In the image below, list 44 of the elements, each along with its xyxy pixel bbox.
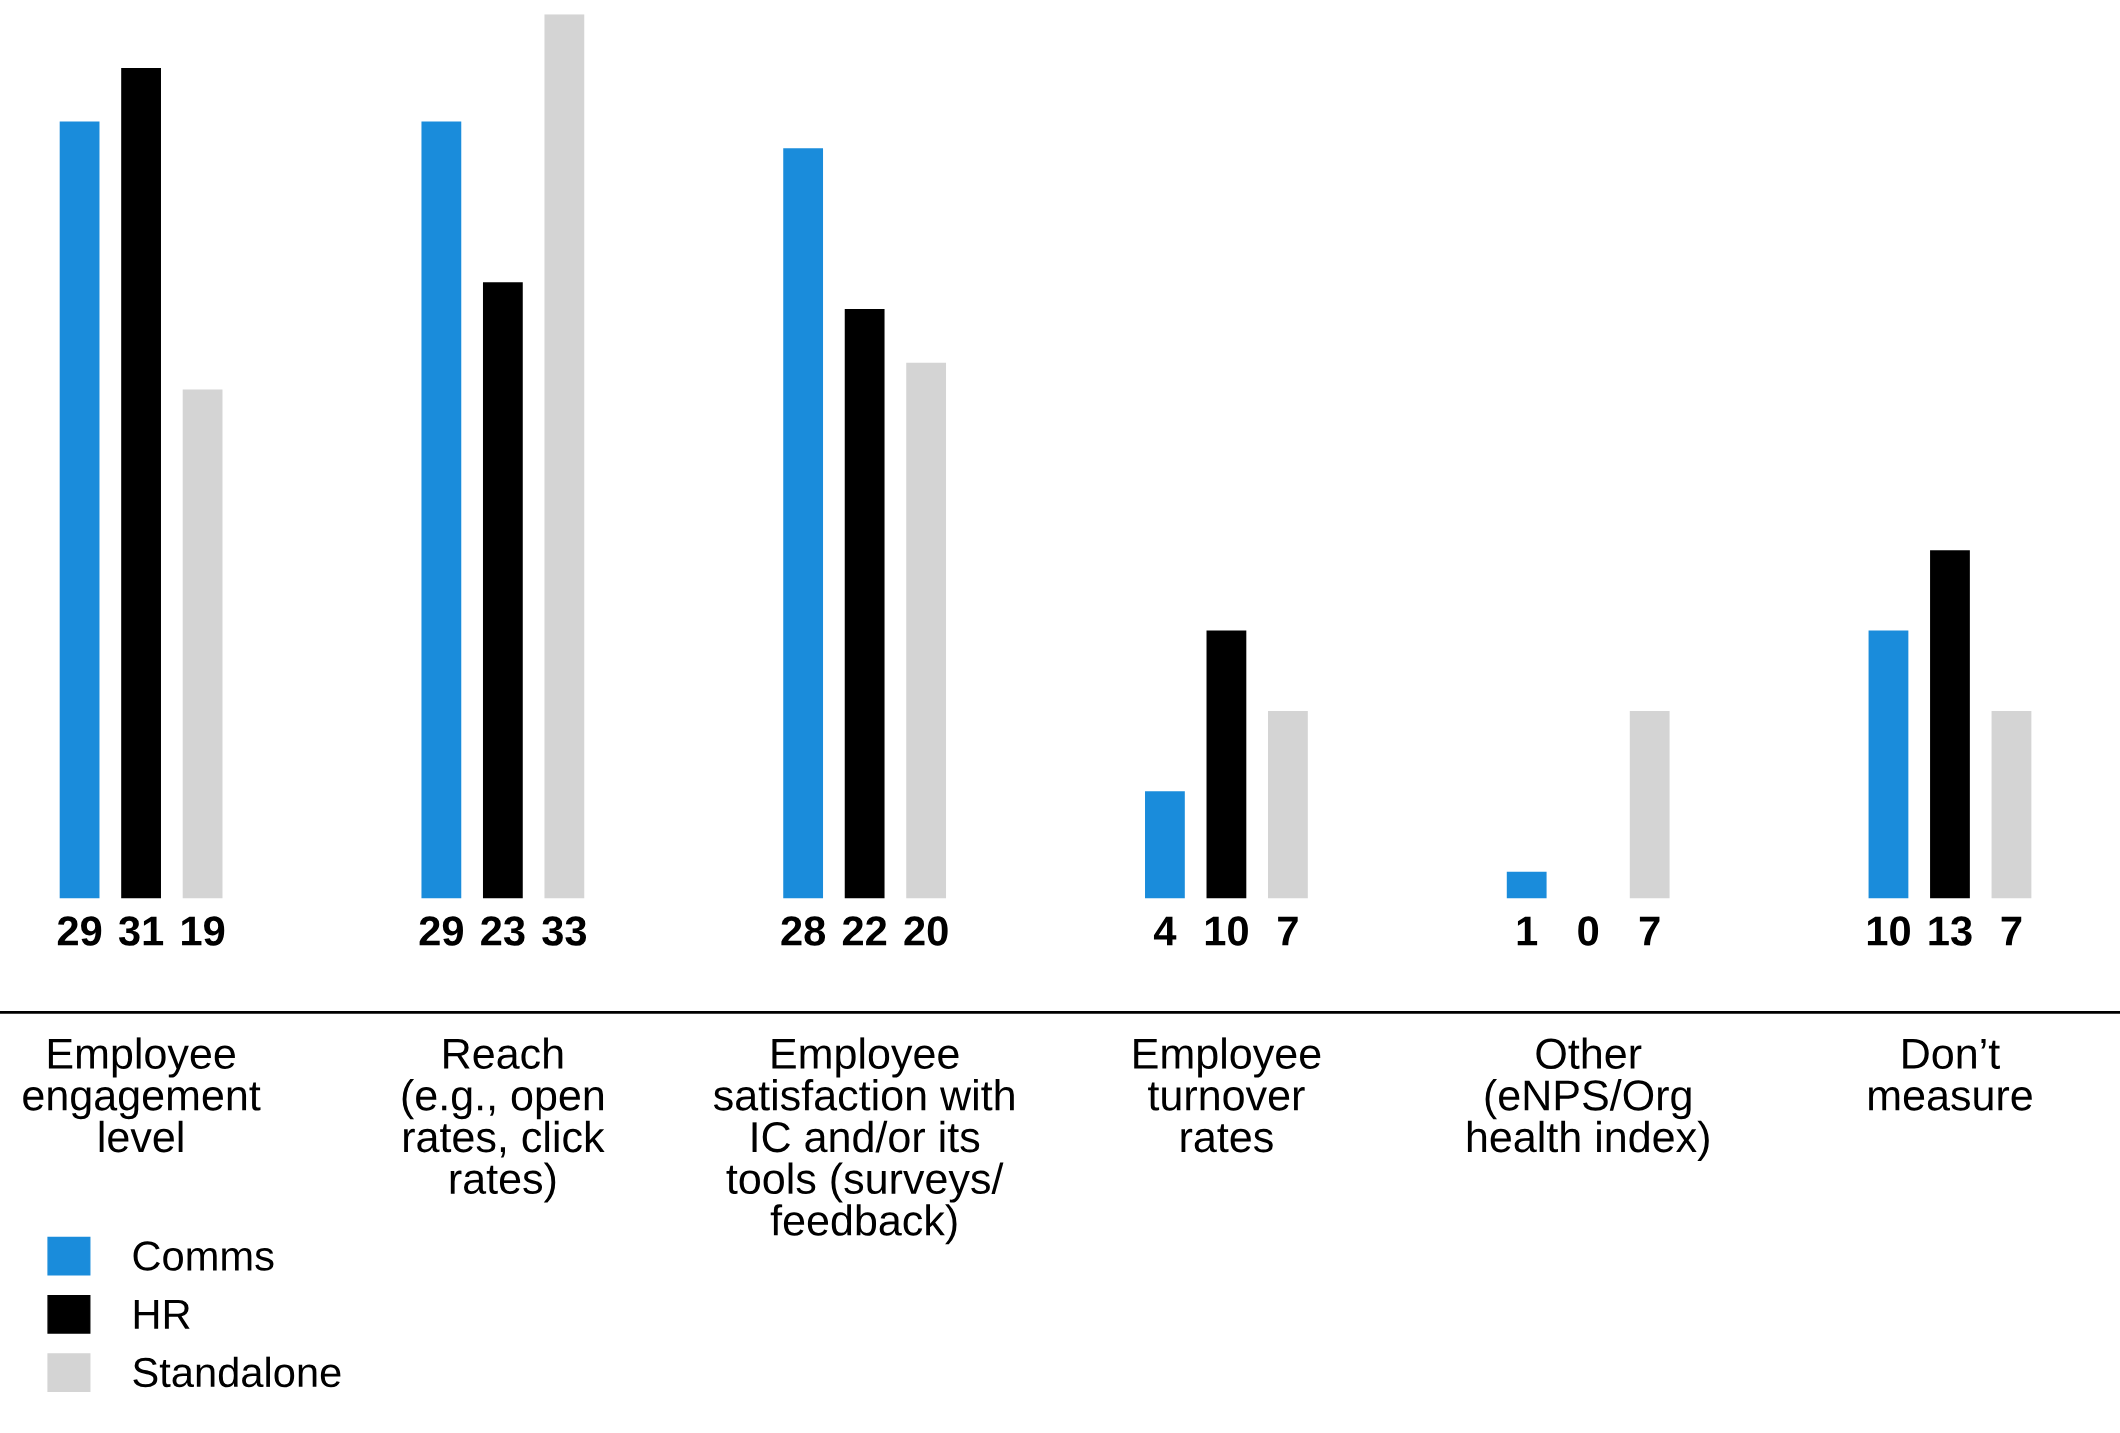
- x-tick-label: Employee satisfaction with IC and/or its tools (surveys/ feedback): [713, 1037, 1014, 1245]
- x-tick-label: Employee engagement level: [23, 1037, 261, 1153]
- data-label: 28: [781, 916, 826, 946]
- data-label: 10: [1205, 916, 1248, 946]
- data-label: 13: [1929, 916, 1972, 946]
- bar: [1991, 710, 2032, 899]
- data-label: 20: [904, 916, 948, 946]
- bar: [906, 362, 947, 899]
- bar: [783, 148, 824, 899]
- data-label: 7: [1278, 916, 1298, 946]
- data-label: 29: [57, 916, 102, 946]
- data-label: 4: [1153, 916, 1177, 946]
- data-label: 7: [2001, 916, 2022, 946]
- data-label: 29: [419, 916, 463, 946]
- data-label: 23: [481, 916, 525, 946]
- legend-label: HR: [134, 1299, 190, 1329]
- bar: [1206, 630, 1247, 899]
- data-label: 19: [182, 916, 225, 946]
- x-tick-label: Employee turnover rates: [1134, 1037, 1321, 1153]
- bar: [121, 67, 161, 899]
- bar: [1930, 550, 1970, 899]
- data-label: 0: [1578, 916, 1599, 946]
- bar: [544, 14, 585, 899]
- bar: [1268, 710, 1308, 899]
- data-label: 7: [1639, 916, 1660, 946]
- bar: [482, 282, 523, 899]
- bar: [182, 389, 223, 899]
- x-tick-label: Other (eNPS/Org health index): [1467, 1037, 1709, 1161]
- data-label: 33: [542, 916, 587, 946]
- data-label: 31: [118, 916, 164, 946]
- bar: [1145, 791, 1185, 899]
- bar: [1506, 871, 1547, 899]
- bar: [844, 309, 885, 899]
- x-tick-label: Don’t measure: [1869, 1038, 2032, 1111]
- bar: [1629, 710, 1670, 899]
- legend-label: Comms: [133, 1241, 274, 1271]
- bar: [421, 121, 462, 899]
- data-label: 1: [1517, 916, 1538, 946]
- legend-label: Standalone: [133, 1356, 341, 1388]
- x-tick-label: Reach (e.g., open rates, click rates): [402, 1037, 605, 1203]
- bar: [59, 121, 100, 899]
- bar: [1868, 630, 1909, 899]
- data-label: 10: [1867, 916, 1910, 946]
- data-label: 22: [842, 916, 887, 946]
